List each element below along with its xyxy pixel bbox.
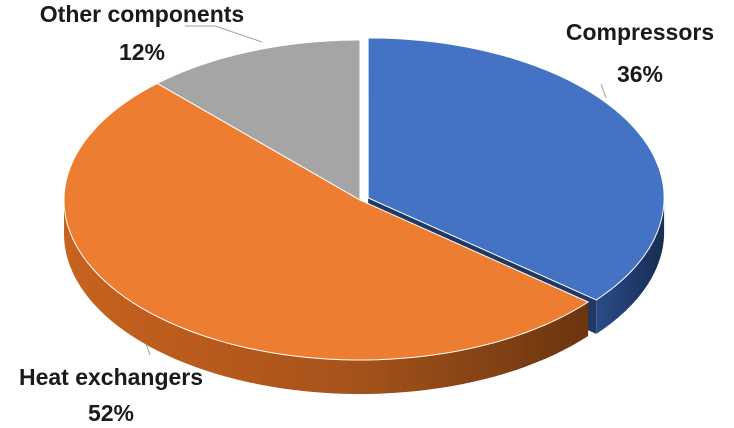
label-heat-exchangers: Heat exchangers: [19, 364, 203, 390]
label-compressors-pct: 36%: [617, 61, 663, 87]
label-other-components: Other components: [40, 1, 244, 27]
label-heat-exchangers-pct: 52%: [88, 400, 134, 426]
slice-side-heat-exchangers: [64, 200, 589, 394]
pie-tops: [63, 37, 665, 361]
leader-line-other-components: [185, 25, 263, 43]
slice-other-components: [156, 39, 361, 201]
slice-compressors: [367, 37, 665, 301]
slice-heat-exchangers: [63, 82, 590, 361]
leader-line-heat-exchangers: [145, 343, 151, 356]
slice-side-compressors: [596, 197, 665, 334]
label-other-components-pct: 12%: [119, 39, 165, 65]
label-compressors: Compressors: [566, 19, 714, 45]
leader-line-compressors: [600, 83, 607, 99]
